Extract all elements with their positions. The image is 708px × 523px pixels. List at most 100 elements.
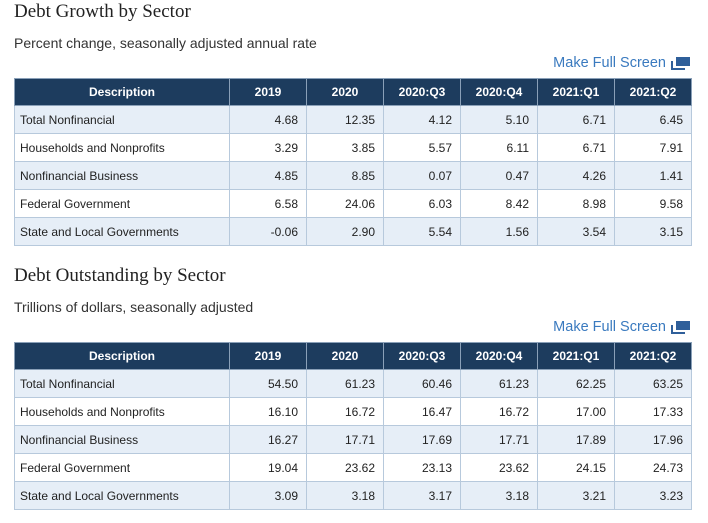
cell-value: 16.47: [383, 397, 461, 426]
cell-value: 8.85: [306, 161, 384, 190]
full-screen-link[interactable]: Make Full Screen: [553, 319, 691, 335]
cell-value: 1.41: [614, 161, 692, 190]
full-screen-icon[interactable]: [671, 320, 691, 334]
cell-value: 6.58: [229, 189, 307, 218]
cell-value: 60.46: [383, 369, 461, 398]
column-header: 2021:Q2: [614, 78, 692, 106]
row-label: Nonfinancial Business: [14, 161, 230, 190]
table-row: Households and Nonprofits 16.10 16.72 16.47…: [14, 397, 692, 426]
column-header: 2020:Q4: [460, 78, 538, 106]
cell-value: 3.21: [537, 481, 615, 510]
cell-value: 5.54: [383, 217, 461, 246]
cell-value: 4.68: [229, 105, 307, 134]
cell-value: 8.98: [537, 189, 615, 218]
row-label: Households and Nonprofits: [14, 133, 230, 162]
row-label: Total Nonfinancial: [14, 369, 230, 398]
table-row: State and Local Governments -0.06 2.90 5.54…: [14, 217, 692, 246]
cell-value: 16.72: [306, 397, 384, 426]
table-row: Nonfinancial Business 16.27 17.71 17.69 17.7…: [14, 425, 692, 454]
column-header: 2020: [306, 342, 384, 370]
cell-value: 6.71: [537, 105, 615, 134]
table-row: Federal Government 6.58 24.06 6.03 8.42 8.98 9…: [14, 189, 692, 218]
full-screen-icon[interactable]: [671, 56, 691, 70]
cell-value: 24.06: [306, 189, 384, 218]
cell-value: 5.10: [460, 105, 538, 134]
cell-value: 17.33: [614, 397, 692, 426]
cell-value: 16.27: [229, 425, 307, 454]
cell-value: 3.54: [537, 217, 615, 246]
cell-value: 62.25: [537, 369, 615, 398]
cell-value: 0.47: [460, 161, 538, 190]
row-label: Federal Government: [14, 189, 230, 218]
data-table: Description 2019 2020 2020:Q3 2020:Q4 2021:Q1…: [14, 78, 692, 246]
cell-value: 17.71: [460, 425, 538, 454]
row-label: Federal Government: [14, 453, 230, 482]
cell-value: 3.85: [306, 133, 384, 162]
column-header: 2019: [229, 78, 307, 106]
cell-value: 6.45: [614, 105, 692, 134]
column-header: 2020:Q3: [383, 342, 461, 370]
cell-value: 6.11: [460, 133, 538, 162]
table-row: Households and Nonprofits 3.29 3.85 5.57 6.1…: [14, 133, 692, 162]
column-header: 2021:Q1: [537, 342, 615, 370]
cell-value: 61.23: [306, 369, 384, 398]
row-label: State and Local Governments: [14, 217, 230, 246]
cell-value: 19.04: [229, 453, 307, 482]
cell-value: 24.73: [614, 453, 692, 482]
section: Debt Growth by Sector Percent change, sea…: [14, 0, 692, 250]
cell-value: 54.50: [229, 369, 307, 398]
cell-value: 17.71: [306, 425, 384, 454]
row-label: Households and Nonprofits: [14, 397, 230, 426]
cell-value: 3.15: [614, 217, 692, 246]
data-table: Description 2019 2020 2020:Q3 2020:Q4 2021:Q1…: [14, 342, 692, 510]
cell-value: 17.69: [383, 425, 461, 454]
table-row: Total Nonfinancial 54.50 61.23 60.46 61.23 62…: [14, 369, 692, 398]
cell-value: -0.06: [229, 217, 307, 246]
cell-value: 0.07: [383, 161, 461, 190]
cell-value: 6.03: [383, 189, 461, 218]
link-text[interactable]: Make Full Screen: [553, 319, 666, 335]
subtitle: Trillions of dollars, seasonally adjuste…: [14, 299, 254, 315]
cell-value: 9.58: [614, 189, 692, 218]
column-header: 2021:Q1: [537, 78, 615, 106]
row-label: State and Local Governments: [14, 481, 230, 510]
cell-value: 3.18: [306, 481, 384, 510]
cell-value: 63.25: [614, 369, 692, 398]
column-header: 2020:Q4: [460, 342, 538, 370]
column-header: 2021:Q2: [614, 342, 692, 370]
cell-value: 3.23: [614, 481, 692, 510]
header-row: Description 2019 2020 2020:Q3 2020:Q4 2021:Q1…: [14, 78, 692, 106]
cell-value: 24.15: [537, 453, 615, 482]
cell-value: 23.62: [460, 453, 538, 482]
cell-value: 4.85: [229, 161, 307, 190]
cell-value: 3.29: [229, 133, 307, 162]
table-row: Federal Government 19.04 23.62 23.13 23.62 24…: [14, 453, 692, 482]
cell-value: 12.35: [306, 105, 384, 134]
cell-value: 6.71: [537, 133, 615, 162]
cell-value: 8.42: [460, 189, 538, 218]
row-label: Nonfinancial Business: [14, 425, 230, 454]
cell-value: 16.10: [229, 397, 307, 426]
full-screen-link[interactable]: Make Full Screen: [553, 55, 691, 71]
subtitle: Percent change, seasonally adjusted annu…: [14, 35, 317, 51]
cell-value: 1.56: [460, 217, 538, 246]
cell-value: 4.26: [537, 161, 615, 190]
column-header: Description: [14, 342, 230, 370]
header-row: Description 2019 2020 2020:Q3 2020:Q4 2021:Q1…: [14, 342, 692, 370]
cell-value: 3.09: [229, 481, 307, 510]
cell-value: 23.62: [306, 453, 384, 482]
table-row: Total Nonfinancial 4.68 12.35 4.12 5.10 6.71 6…: [14, 105, 692, 134]
table-row: Nonfinancial Business 4.85 8.85 0.07 0.47 4.2…: [14, 161, 692, 190]
cell-value: 3.18: [460, 481, 538, 510]
column-header: 2019: [229, 342, 307, 370]
cell-value: 7.91: [614, 133, 692, 162]
table-row: State and Local Governments 3.09 3.18 3.17 3…: [14, 481, 692, 510]
cell-value: 4.12: [383, 105, 461, 134]
row-label: Total Nonfinancial: [14, 105, 230, 134]
column-header: 2020: [306, 78, 384, 106]
cell-value: 16.72: [460, 397, 538, 426]
cell-value: 17.89: [537, 425, 615, 454]
link-text[interactable]: Make Full Screen: [553, 55, 666, 71]
cell-value: 2.90: [306, 217, 384, 246]
